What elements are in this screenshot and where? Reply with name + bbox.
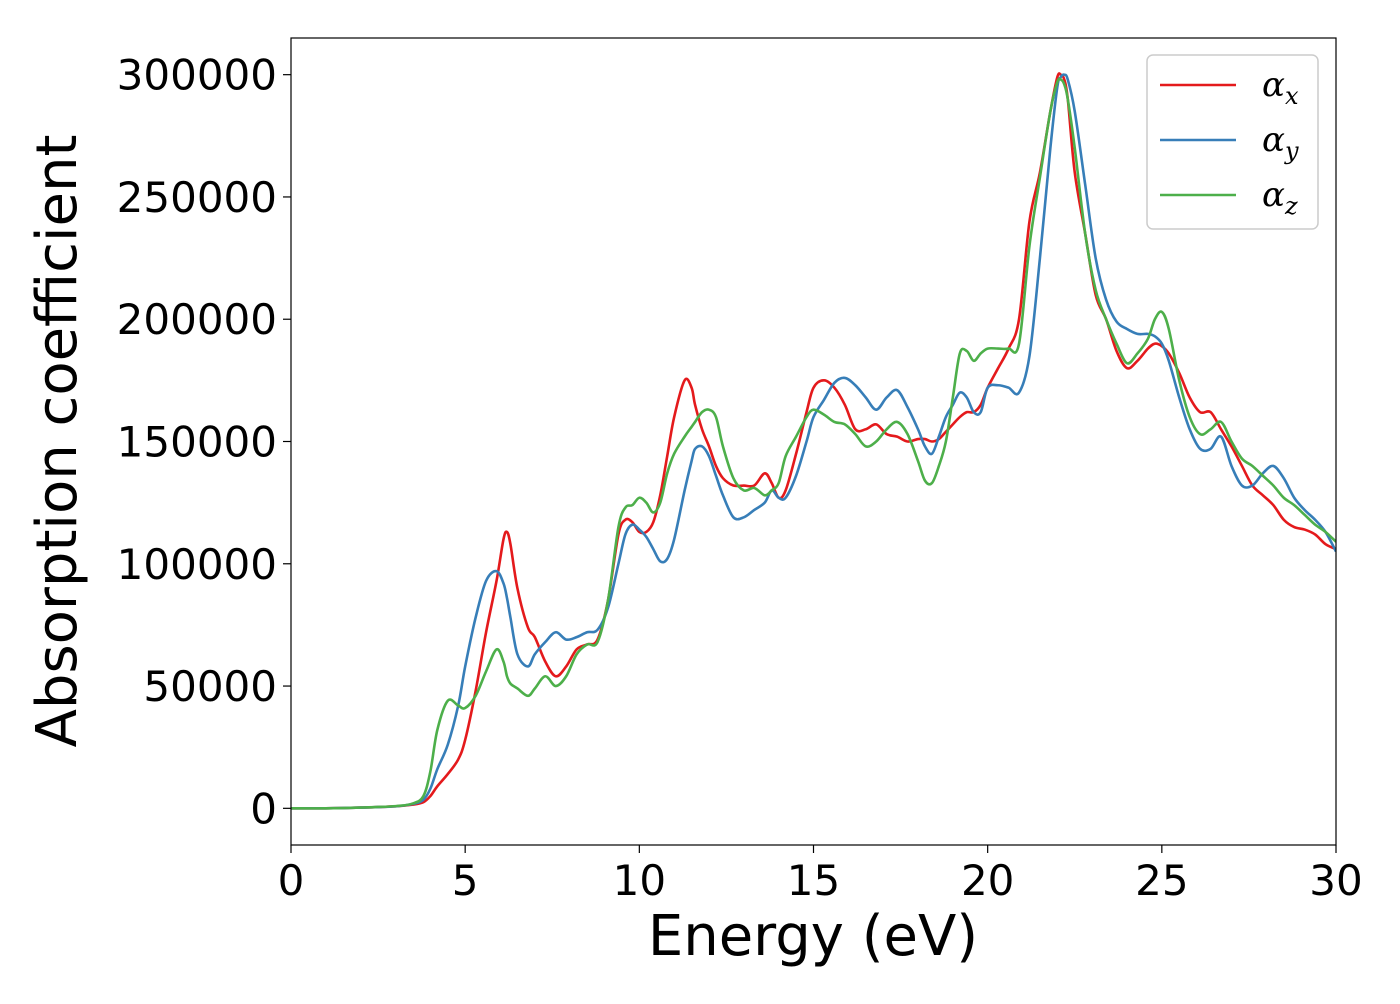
y-axis: 0 50000 100000 150000 200000 250000 300000	[117, 51, 291, 833]
x-tick-label: 0	[278, 856, 305, 905]
x-axis: 0 5 10 15 20 25 30	[278, 845, 1363, 905]
legend: αx αy αz	[1146, 54, 1319, 230]
series-line-x	[291, 72, 1336, 810]
x-tick-label: 30	[1309, 856, 1362, 905]
x-tick-label: 5	[452, 856, 479, 905]
y-axis-title: Absorption coefficient	[25, 135, 90, 748]
series-line-y	[291, 73, 1336, 810]
x-axis-title: Energy (eV)	[648, 904, 978, 969]
y-tick-label: 100000	[117, 540, 277, 589]
x-tick-label: 10	[613, 856, 666, 905]
legend-label-x: αx	[1262, 65, 1299, 110]
y-tick-label: 50000	[143, 662, 277, 711]
x-tick-label: 25	[1135, 856, 1188, 905]
legend-box	[1146, 54, 1319, 230]
y-tick-label: 150000	[117, 418, 277, 467]
series-line-z	[291, 77, 1336, 810]
y-tick-label: 250000	[117, 173, 277, 222]
y-tick-label: 300000	[117, 51, 277, 100]
x-tick-label: 15	[787, 856, 840, 905]
series-layer	[291, 72, 1336, 810]
y-tick-label: 200000	[117, 295, 277, 344]
legend-label-y: αy	[1262, 120, 1299, 165]
y-tick-label: 0	[250, 784, 277, 833]
legend-label-z: αz	[1262, 175, 1298, 220]
x-tick-label: 20	[961, 856, 1014, 905]
